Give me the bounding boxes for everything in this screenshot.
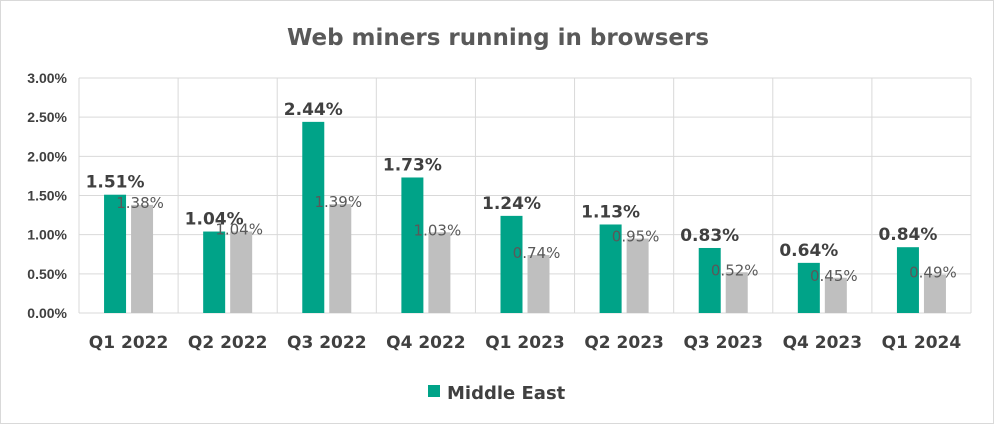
x-tick-label: Q1 2023: [485, 333, 565, 353]
y-tick-label: 0.50%: [27, 266, 67, 282]
y-tick-label: 2.00%: [27, 148, 67, 164]
bar-comparison: [428, 232, 451, 313]
data-label-comparison: 0.74%: [513, 244, 561, 262]
y-axis-ticks: 0.00% 0.50% 1.00% 1.50% 2.00% 2.50% 3.00%: [27, 70, 67, 321]
x-tick-label: Q4 2023: [783, 333, 863, 353]
bar-comparison: [626, 238, 649, 313]
bar-comparison: [923, 274, 946, 313]
bar-comparison: [527, 255, 550, 313]
data-label-comparison: 0.49%: [909, 264, 957, 282]
bar-middle-east: [104, 194, 127, 313]
bar-middle-east: [302, 121, 325, 313]
data-label-comparison: 0.52%: [711, 261, 759, 279]
x-axis-ticks: Q1 2022 Q2 2022 Q3 2022 Q4 2022 Q1 2023 Q2 20…: [89, 333, 962, 353]
data-label-middle-east: 2.44%: [284, 100, 343, 120]
bar-comparison: [131, 204, 154, 313]
x-tick-label: Q2 2023: [584, 333, 664, 353]
data-label-comparison: 1.04%: [215, 221, 263, 239]
data-label-comparison: 1.38%: [116, 194, 164, 212]
y-tick-label: 0.00%: [27, 305, 67, 321]
bar-comparison: [230, 231, 253, 313]
x-tick-label: Q1 2022: [89, 333, 169, 353]
data-label-middle-east: 0.83%: [680, 226, 739, 246]
bar-comparison: [824, 277, 847, 313]
bars: [104, 121, 946, 313]
bar-middle-east: [203, 231, 226, 313]
data-label-middle-east: 1.73%: [383, 155, 442, 175]
data-label-comparison: 1.03%: [414, 221, 462, 239]
y-tick-label: 1.00%: [27, 227, 67, 243]
data-label-comparison: 0.45%: [810, 267, 858, 285]
gridlines: [78, 77, 972, 314]
data-label-middle-east: 0.84%: [878, 225, 937, 245]
bar-comparison: [725, 272, 748, 313]
data-label-comparison: 0.95%: [612, 228, 660, 246]
data-label-middle-east: 1.04%: [185, 210, 244, 230]
bar-middle-east: [896, 247, 919, 313]
x-tick-label: Q3 2023: [683, 333, 763, 353]
data-label-middle-east: 0.64%: [779, 241, 838, 261]
legend-label-middle-east: Middle East: [447, 383, 566, 404]
chart-title: Web miners running in browsers: [287, 25, 709, 51]
x-tick-label: Q2 2022: [188, 333, 268, 353]
data-label-comparison: 1.39%: [314, 193, 362, 211]
bar-middle-east: [797, 262, 820, 313]
data-label-middle-east: 1.51%: [86, 173, 145, 193]
data-label-middle-east: 1.24%: [482, 194, 541, 214]
x-tick-label: Q3 2022: [287, 333, 367, 353]
data-label-middle-east: 1.13%: [581, 202, 640, 222]
x-tick-label: Q1 2024: [882, 333, 962, 353]
data-labels: 1.51%1.38% 1.04%1.04% 2.44% 1.39% 1.73% 1.03%…: [86, 100, 957, 285]
y-tick-label: 3.00%: [27, 70, 67, 86]
legend: Middle East: [428, 383, 566, 404]
bar-middle-east: [500, 215, 523, 313]
bar-middle-east: [599, 224, 622, 313]
x-tick-label: Q4 2022: [386, 333, 466, 353]
y-tick-label: 2.50%: [27, 109, 67, 125]
bar-middle-east: [401, 177, 424, 313]
bar-comparison: [329, 204, 352, 313]
legend-swatch-middle-east: [428, 385, 440, 397]
y-tick-label: 1.50%: [27, 188, 67, 204]
bar-middle-east: [698, 247, 721, 313]
